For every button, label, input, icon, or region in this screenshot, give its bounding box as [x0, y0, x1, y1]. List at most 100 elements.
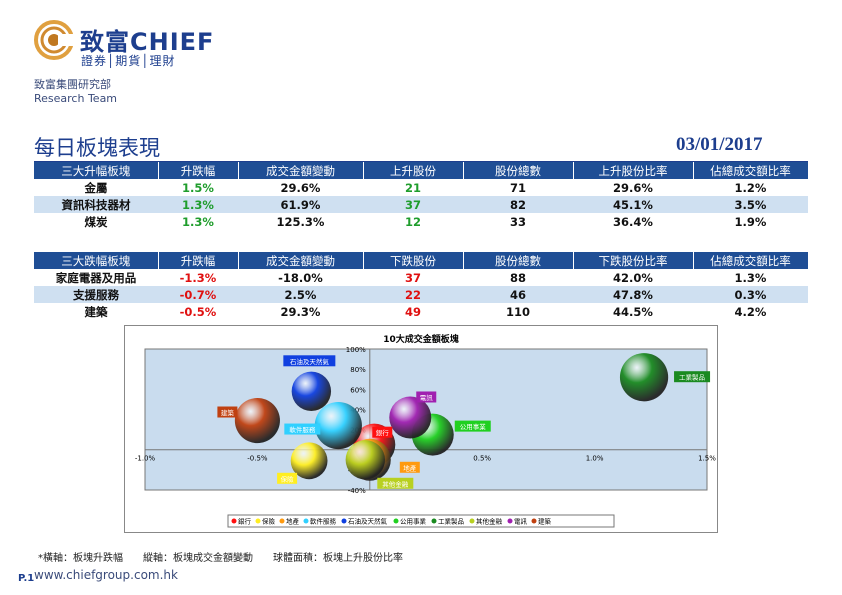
table-cell: 47.8%	[573, 286, 693, 303]
column-header: 佔總成交額比率	[693, 162, 809, 179]
column-header: 成交金額變動	[238, 162, 364, 179]
bubble-label: 電訊	[420, 393, 434, 402]
bubble-label-bg	[674, 371, 711, 383]
table-cell: 88	[509, 270, 526, 285]
column-header: 佔總成交額比率	[693, 252, 809, 269]
department-en: Research Team	[34, 92, 118, 105]
table-cell: 2.5%	[238, 286, 363, 303]
bubble-label: 軟件服務	[289, 425, 316, 434]
legend-entry: 軟件服務	[310, 517, 337, 526]
table-row: 金屬 1.5% 29.6% 21 71 29.6% 1.2%	[34, 179, 808, 196]
table-cell: 37	[404, 270, 421, 285]
legend-marker	[469, 518, 475, 524]
sector-name: 金屬	[84, 180, 108, 195]
table-cell: 42.0%	[613, 270, 653, 285]
bubble-label-bg	[284, 423, 321, 435]
legend-entry: 其他金融	[476, 517, 503, 526]
legend-entry: 保險	[262, 517, 276, 526]
bubble-3	[314, 401, 362, 450]
sector-name: 家庭電器及用品	[55, 270, 137, 285]
website-url: www.chiefgroup.com.hk	[34, 568, 178, 582]
legend-marker	[393, 518, 399, 524]
table-cell: 3.5%	[693, 196, 808, 213]
table-cell: 82	[463, 196, 573, 213]
legend-entry: 銀行	[238, 517, 252, 526]
column-header: 升跌幅	[158, 252, 239, 269]
legend-entry: 建築	[538, 517, 552, 526]
bubble-chart: 10大成交金額板塊-1.0%-0.5%0.0%0.5%1.0%1.5%-40%-…	[124, 325, 718, 533]
x-tick-label: 1.5%	[698, 455, 716, 463]
legend-marker	[507, 518, 513, 524]
table-cell: 29.3%	[280, 304, 321, 319]
table-cell: 29.6%	[613, 180, 653, 195]
column-header: 三大跌幅板塊	[34, 252, 159, 269]
column-header: 下跌股份	[363, 252, 464, 269]
column-header: 成交金額變動	[238, 252, 364, 269]
column-header: 上升股份比率	[573, 162, 694, 179]
column-header: 上升股份	[363, 162, 464, 179]
table-cell: 71	[509, 180, 526, 195]
brand-name: 致富CHIEF	[80, 28, 215, 56]
page-number: P.1	[18, 573, 35, 584]
table-cell: -18.0%	[278, 270, 323, 285]
y-tick-label: 60%	[350, 386, 366, 394]
bubble-8	[389, 396, 432, 439]
bubble-label: 其他金融	[382, 479, 409, 488]
legend-marker	[341, 518, 347, 524]
report-date: 03/01/2017	[676, 134, 763, 155]
table-cell: 21	[404, 180, 421, 195]
table-row: 建築 -0.5% 29.3% 49 110 44.5% 4.2%	[34, 303, 808, 320]
legend-marker	[255, 518, 261, 524]
bubble-label-bg	[399, 461, 420, 473]
legend-entry: 地產	[286, 517, 300, 526]
x-tick-label: 0.5%	[473, 455, 491, 463]
x-tick-label: -0.5%	[247, 455, 268, 463]
legend-marker	[231, 518, 237, 524]
bubble-7	[345, 440, 386, 480]
y-tick-label: -40%	[348, 487, 366, 495]
title-rule	[34, 161, 808, 162]
table-cell: 12	[404, 214, 421, 229]
table-cell: 4.2%	[734, 304, 767, 319]
column-header: 股份總數	[463, 162, 574, 179]
table-cell: 45.1%	[573, 196, 693, 213]
bubble-label-bg	[372, 426, 393, 438]
bubble-1	[290, 442, 328, 480]
bubble-6	[619, 353, 669, 402]
table-cell: 0.3%	[693, 286, 808, 303]
column-header: 下跌股份比率	[573, 252, 694, 269]
sector-name: 資訊科技器材	[34, 196, 158, 213]
table-cell: 49	[404, 304, 421, 319]
y-tick-label: 80%	[350, 366, 366, 374]
table-cell: 37	[363, 196, 463, 213]
bubble-label: 公用事業	[460, 422, 487, 431]
x-tick-label: 1.0%	[586, 455, 604, 463]
table-cell: -0.7%	[158, 286, 238, 303]
table-cell: 1.5%	[182, 180, 214, 195]
sector-name: 建築	[84, 304, 108, 319]
table-row: 支援服務 -0.7% 2.5% 22 46 47.8% 0.3%	[34, 286, 808, 303]
bubble-label: 地產	[403, 463, 417, 472]
brand-subtitle: 證券│期貨│理財	[81, 54, 176, 68]
bubble-label: 保險	[281, 474, 295, 483]
bubble-label-bg	[416, 391, 437, 403]
bubble-label: 建築	[221, 408, 235, 417]
chart-footnote: *橫軸：板塊升跌幅 縱軸：板塊成交金額變動 球體面積：板塊上升股份比率	[38, 553, 403, 564]
y-tick-label: 40%	[350, 406, 366, 414]
table-cell: 1.3%	[158, 196, 238, 213]
table-cell: 61.9%	[238, 196, 363, 213]
table-cell: 1.3%	[182, 214, 214, 229]
legend-entry: 石油及天然氣	[348, 517, 388, 526]
table-cell: -1.3%	[179, 270, 217, 285]
table-cell: 1.2%	[734, 180, 767, 195]
bubble-label-bg	[277, 472, 298, 484]
table-cell: 29.6%	[280, 180, 321, 195]
page-title: 每日板塊表現	[34, 136, 160, 160]
x-tick-label: -1.0%	[135, 455, 156, 463]
bubble-label-bg	[377, 477, 414, 489]
legend-entry: 工業製品	[438, 517, 464, 526]
legend-marker	[531, 518, 537, 524]
top-gainers-table: 三大升幅板塊 升跌幅 成交金額變動 上升股份 股份總數 上升股份比率 佔總成交額比率 金屬 1…	[34, 162, 809, 230]
bubble-label-bg	[283, 355, 336, 367]
legend-marker	[431, 518, 437, 524]
